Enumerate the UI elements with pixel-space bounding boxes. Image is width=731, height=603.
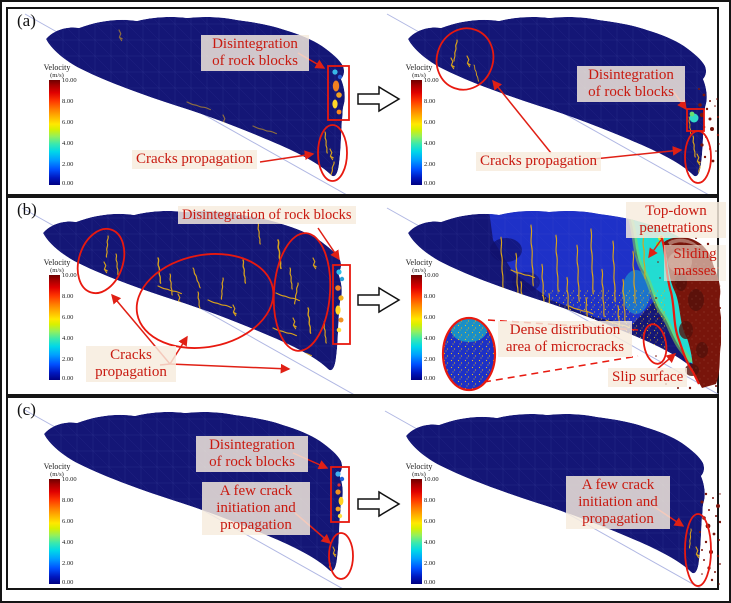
disintegration-blocks xyxy=(335,471,345,519)
transition-arrow-icon xyxy=(357,287,400,313)
panel-a-label: (a) xyxy=(17,11,36,30)
colorbar-gradient xyxy=(411,275,422,380)
annotation-disintegration-left: Disintegration of rock blocks xyxy=(201,35,309,71)
panel-a: (a) xyxy=(6,7,720,196)
annotation-cracks-right: Cracks propagation xyxy=(476,152,602,171)
colorbar-gradient xyxy=(411,479,422,584)
disintegration-block xyxy=(689,111,695,117)
transition-arrow-icon xyxy=(357,86,400,112)
leader-arrow-cracks-3 xyxy=(169,363,291,374)
panel-c: (c) xyxy=(6,396,721,590)
inset-link-dashed-lower xyxy=(483,355,639,383)
colorbar-gradient xyxy=(49,275,60,380)
highlight-ellipse-cracks-lower xyxy=(684,130,712,184)
colorbar-left: Velocity (m/s) 10.00 8.00 6.00 4.00 2.00 0.… xyxy=(43,462,77,586)
annotation-sliding-masses: Sliding masses xyxy=(664,245,726,281)
panel-c-label: (c) xyxy=(17,400,36,419)
panel-b: (b) xyxy=(6,196,726,396)
highlight-ellipse-cracks xyxy=(328,532,354,580)
leader-arrow-disintegration xyxy=(317,227,340,261)
annotation-cracks-left: Cracks propagation xyxy=(86,346,176,382)
highlight-ellipse-slip xyxy=(642,323,668,365)
disintegration-blocks xyxy=(332,69,343,115)
leader-arrow-cracks-lower xyxy=(593,146,683,160)
highlight-ellipse-cracks-2 xyxy=(135,253,275,349)
colorbar-gradient xyxy=(411,80,422,185)
annotation-afew-cracks-left: A few crack initiation and propagation xyxy=(202,482,310,535)
leader-arrow-slip xyxy=(655,353,677,371)
annotation-cracks-left: Cracks propagation xyxy=(132,150,258,169)
colorbar-gradient xyxy=(49,80,60,185)
annotation-disintegration-left: Disintegration of rock blocks xyxy=(178,206,356,225)
annotation-afew-cracks-right: A few crack initiation and propagation xyxy=(566,476,670,529)
colorbar-left: Velocity (m/s) 10.00 8.00 6.00 4.00 2.00 0.… xyxy=(43,258,77,382)
colorbar-units: (m/s) xyxy=(50,72,64,79)
debris-particles xyxy=(696,88,720,163)
highlight-ellipse-cracks-upper xyxy=(435,27,495,91)
velocity-map-b-initial xyxy=(21,207,354,394)
colorbar-right: Velocity (m/s) 10.00 8.00 6.00 4.00 2.00 0.… xyxy=(405,258,439,382)
annotation-disintegration-left: Disintegration of rock blocks xyxy=(196,436,308,472)
annotation-dense-microcracks: Dense distribution area of microcracks xyxy=(498,321,632,357)
highlight-rect-disintegration xyxy=(330,466,350,523)
transition-arrow-icon xyxy=(357,491,400,517)
annotation-topdown: Top-down penetrations xyxy=(626,202,726,238)
highlight-ellipse-cracks-3 xyxy=(272,232,332,352)
highlight-ellipse-cracks xyxy=(684,513,712,587)
highlight-ellipse-cracks-1 xyxy=(76,227,126,295)
microcrack-inset xyxy=(441,316,497,392)
highlight-rect-disintegration xyxy=(332,264,351,345)
panel-b-label: (b) xyxy=(17,200,37,219)
leader-arrow-cracks xyxy=(259,150,315,163)
colorbar-left: Velocity (m/s) 10.00 8.00 6.00 4.00 2.00 0.… xyxy=(36,63,96,187)
velocity-map-a-later xyxy=(386,13,720,194)
highlight-rect-disintegration xyxy=(327,65,350,121)
disintegration-blocks xyxy=(335,269,345,333)
annotation-disintegration-right: Disintegration of rock blocks xyxy=(577,66,685,102)
colorbar-gradient xyxy=(49,479,60,584)
colorbar-right: Velocity (m/s) 10.00 8.00 6.00 4.00 2.00 0.… xyxy=(405,63,439,187)
leader-arrow-cracks-upper xyxy=(492,79,552,154)
leader-arrow-topdown xyxy=(648,239,662,259)
highlight-ellipse-cracks xyxy=(317,124,348,182)
colorbar-title: Velocity xyxy=(43,63,71,72)
annotation-slip-surface: Slip surface xyxy=(608,368,688,387)
colorbar-right: Velocity (m/s) 10.00 8.00 6.00 4.00 2.00 0.… xyxy=(405,462,439,586)
